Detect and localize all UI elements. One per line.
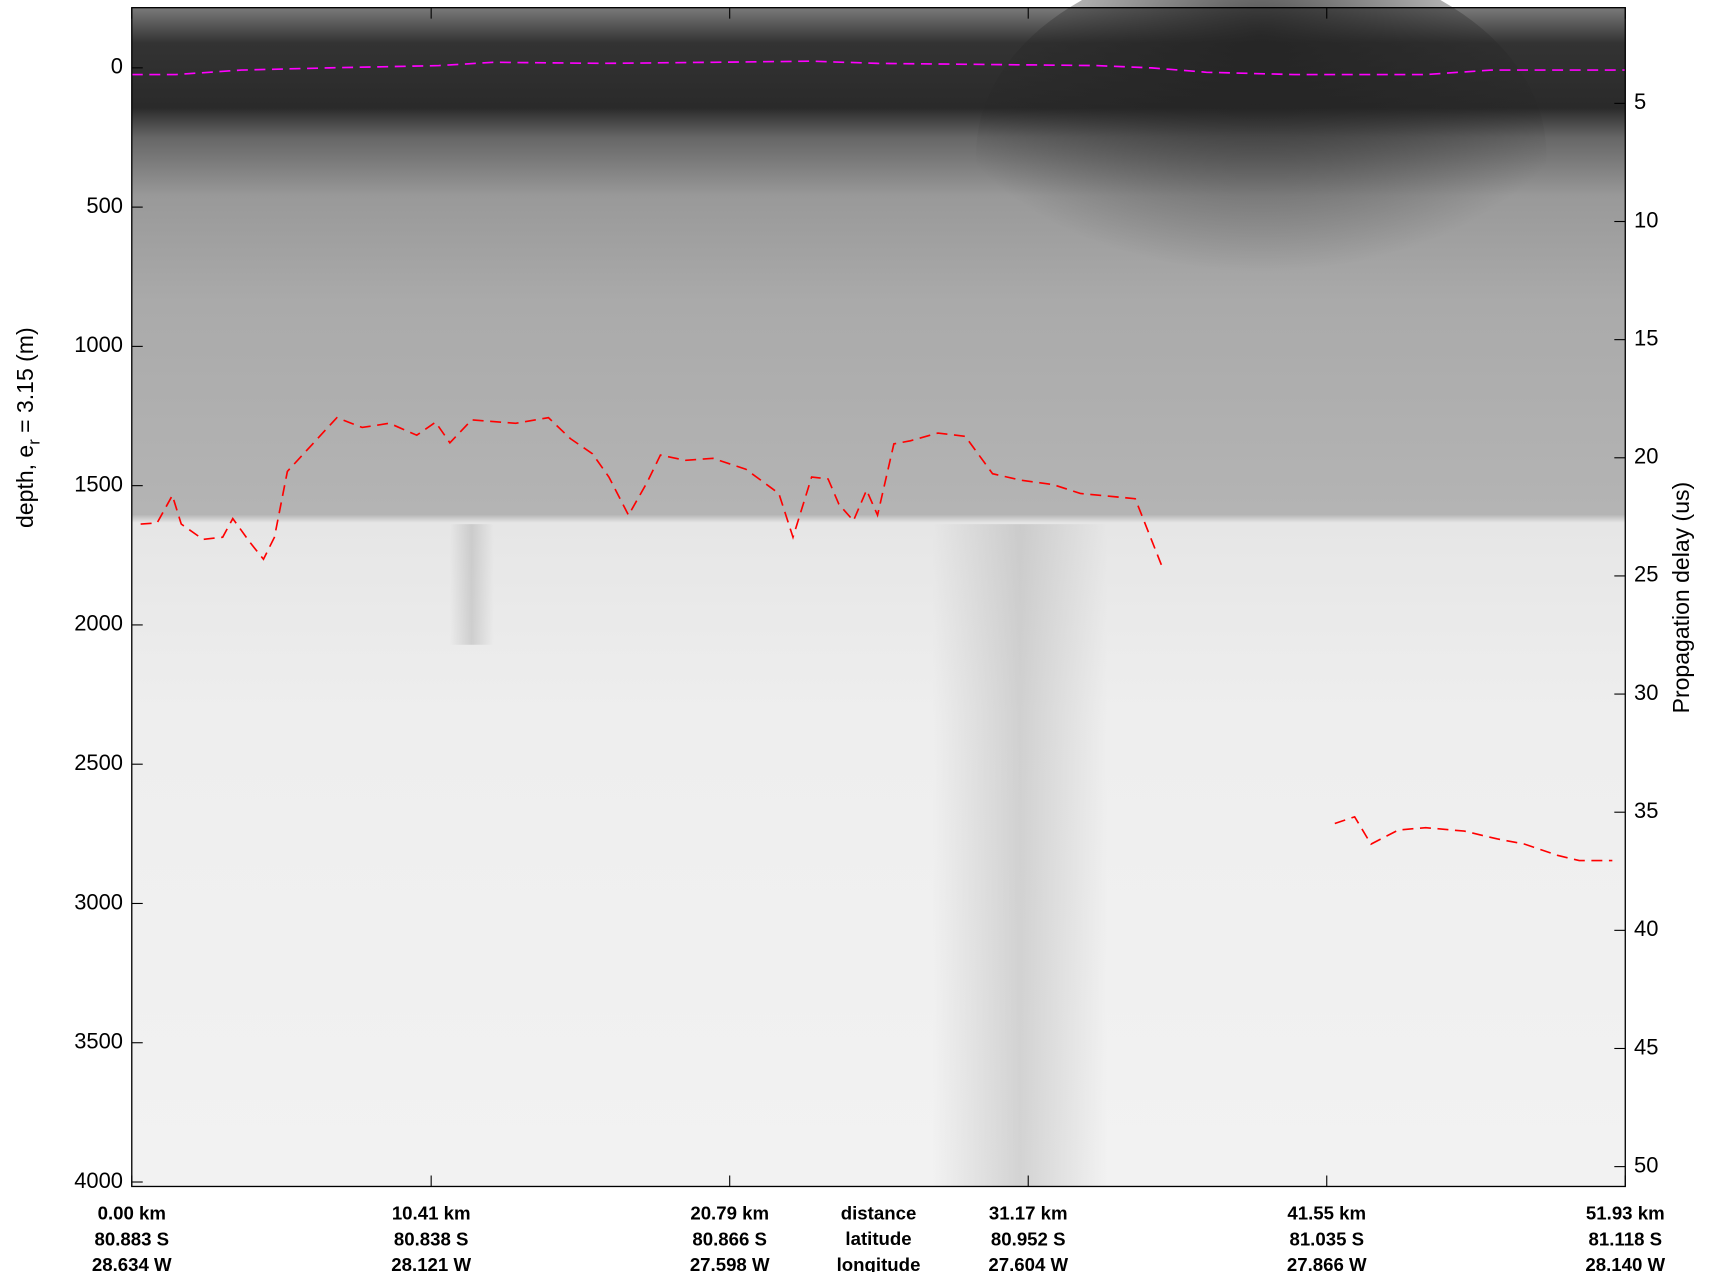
pick-line — [140, 416, 1613, 862]
y-tick-label: 500 — [86, 193, 123, 218]
y2-tick-label: 35 — [1634, 798, 1658, 823]
y2-tick-label: 10 — [1634, 207, 1658, 232]
y-tick-label: 1500 — [74, 471, 123, 496]
plot-frame — [131, 7, 1626, 1188]
y-tick-label: 1000 — [74, 332, 123, 357]
y2-tick-label: 40 — [1634, 916, 1658, 941]
x-tick-label: 41.55 km — [1287, 1202, 1366, 1223]
x-tick-label: 20.79 km — [690, 1202, 769, 1223]
y2-axis-label: Propagation delay (us) — [1668, 482, 1694, 714]
latitude-label: 81.035 S — [1289, 1229, 1364, 1250]
row-label: latitude — [845, 1228, 911, 1249]
y-axis-label: depth, er = 3.15 (m) — [12, 327, 44, 528]
y-tick-label: 0 — [111, 54, 123, 79]
x-tick-label: 10.41 km — [392, 1202, 471, 1223]
y2-tick-label: 45 — [1634, 1034, 1658, 1059]
latitude-label: 80.883 S — [94, 1229, 169, 1250]
x-tick-label: 51.93 km — [1586, 1202, 1665, 1223]
pick-line — [131, 60, 1626, 76]
y2-tick-label: 20 — [1634, 444, 1658, 469]
y-tick-label: 4000 — [74, 1168, 123, 1193]
x-tick-label: 0.00 km — [98, 1202, 166, 1223]
latitude-label: 80.838 S — [394, 1229, 469, 1250]
y2-tick-label: 5 — [1634, 89, 1646, 114]
longitude-label: 27.604 W — [988, 1254, 1068, 1272]
y-tick-label: 2000 — [74, 611, 123, 636]
latitude-label: 80.952 S — [991, 1229, 1066, 1250]
latitude-label: 81.118 S — [1589, 1229, 1663, 1250]
y-tick-label: 3500 — [74, 1029, 123, 1054]
y-tick-label: 2500 — [74, 750, 123, 775]
echogram-image — [131, 0, 1626, 1187]
longitude-label: 27.598 W — [690, 1254, 770, 1272]
y-tick-label: 3000 — [74, 889, 123, 914]
x-tick-label: 31.17 km — [989, 1202, 1068, 1223]
longitude-label: 28.140 W — [1585, 1254, 1665, 1272]
y2-tick-label: 30 — [1634, 680, 1658, 705]
y2-tick-label: 15 — [1634, 325, 1658, 350]
longitude-label: 27.866 W — [1287, 1254, 1367, 1272]
latitude-label: 80.866 S — [692, 1229, 767, 1250]
longitude-label: 28.121 W — [391, 1254, 471, 1272]
row-label: longitude — [837, 1254, 921, 1272]
row-label: distance — [841, 1202, 917, 1223]
y2-tick-label: 50 — [1634, 1152, 1658, 1177]
y2-tick-label: 25 — [1634, 562, 1658, 587]
longitude-label: 28.634 W — [92, 1254, 172, 1272]
